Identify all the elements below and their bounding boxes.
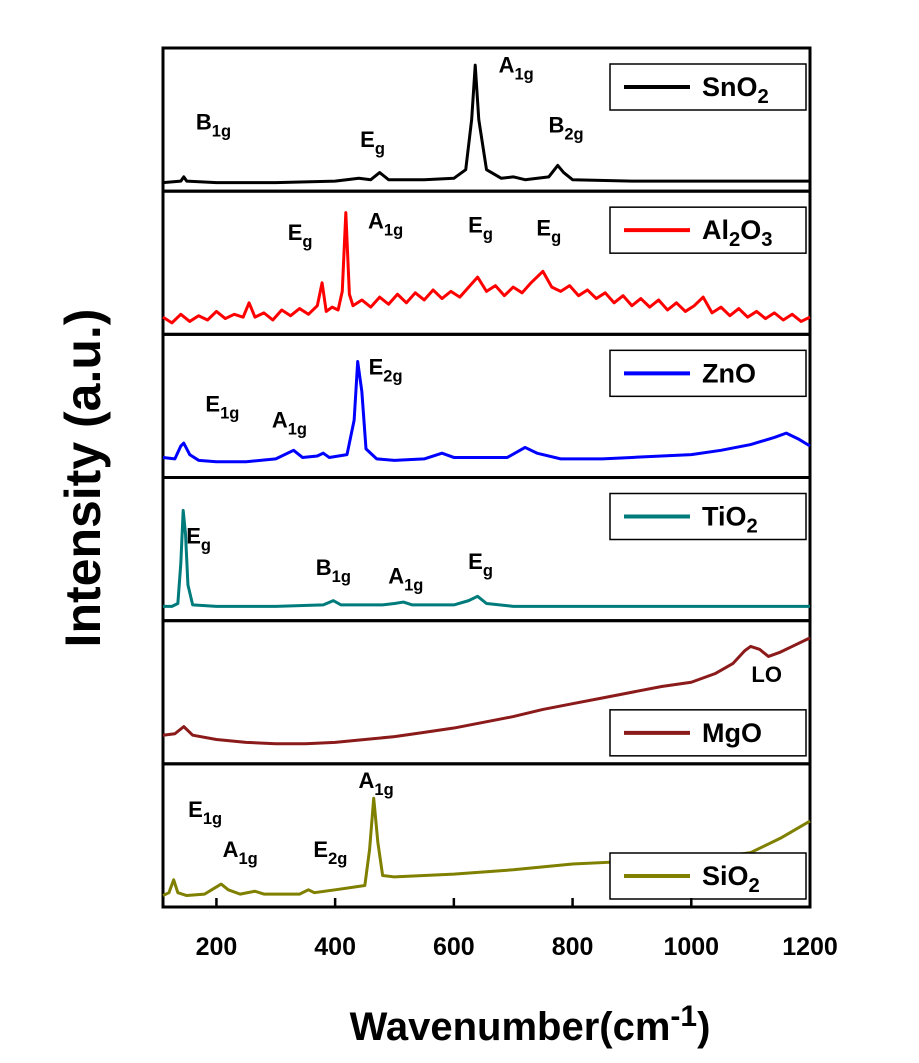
- peak-label: A1g: [272, 407, 307, 438]
- panel-frame: [161, 762, 812, 909]
- peak-label: B1g: [316, 555, 351, 586]
- legend: MgO: [609, 709, 807, 757]
- legend: SiO2: [609, 852, 807, 900]
- legend-label: SnO2: [702, 72, 769, 108]
- x-tick-label: 1200: [782, 933, 838, 961]
- y-axis-label: Intensity (a.u.): [55, 309, 111, 648]
- x-tick-label: 400: [314, 933, 356, 961]
- peak-label: Eg: [186, 523, 211, 554]
- legend-label: ZnO: [702, 358, 756, 388]
- legend: SnO2: [609, 63, 807, 111]
- peak-label: B2g: [548, 112, 583, 143]
- peak-label: B1g: [196, 110, 231, 141]
- legend-label: TiO2: [702, 502, 758, 538]
- peak-label: Eg: [360, 127, 385, 158]
- legend-label: SiO2: [702, 861, 760, 897]
- spectrum-line: [162, 211, 811, 325]
- peak-label: Eg: [468, 549, 493, 580]
- peak-label: Eg: [536, 216, 561, 247]
- legend: TiO2: [609, 492, 807, 541]
- peak-label: A1g: [368, 208, 403, 239]
- spectrum-line: [162, 636, 811, 746]
- peak-label: E1g: [205, 392, 239, 423]
- x-tick-label: 600: [433, 933, 475, 961]
- peak-label: A1g: [223, 837, 258, 868]
- peak-label: LO: [751, 662, 782, 687]
- legend-box: [609, 63, 807, 111]
- legend-label: Al2O3: [702, 215, 773, 251]
- peak-label: Eg: [468, 213, 493, 244]
- peak-label: A1g: [499, 52, 534, 83]
- legend: Al2O3: [609, 206, 807, 254]
- x-tick-label: 1000: [663, 933, 719, 961]
- peak-label: A1g: [388, 563, 423, 594]
- legend-label: MgO: [702, 718, 762, 748]
- x-tick-label: 800: [552, 933, 594, 961]
- peak-label: E2g: [313, 837, 347, 868]
- spectrum-line: [162, 360, 811, 464]
- spectrum-line: [163, 508, 810, 608]
- spectrum-line: [162, 63, 810, 185]
- x-axis-label: Wavenumber(cm-1): [350, 1000, 711, 1049]
- peak-label: E1g: [188, 797, 222, 828]
- legend: ZnO: [609, 349, 807, 398]
- peak-label: Eg: [288, 220, 313, 251]
- peak-label: E2g: [369, 354, 403, 385]
- x-tick-label: 200: [196, 933, 238, 961]
- peak-label: A1g: [359, 768, 394, 799]
